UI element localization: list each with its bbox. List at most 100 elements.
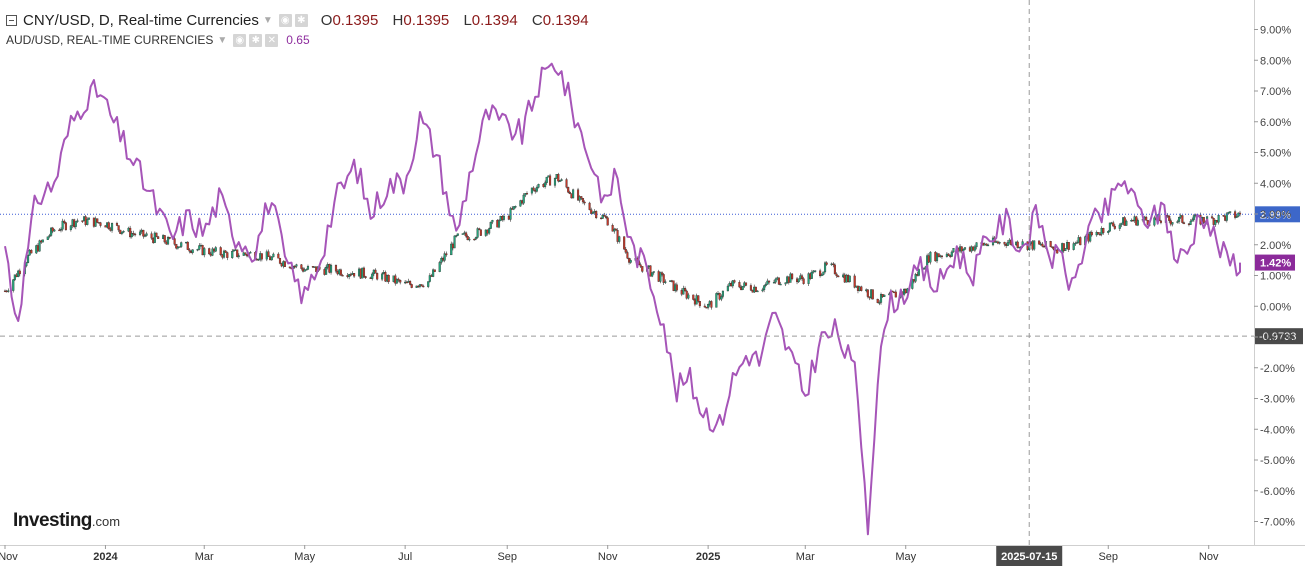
candle-body (433, 269, 436, 272)
candle-body (50, 227, 53, 236)
candle-body (595, 211, 598, 219)
candle-body (929, 251, 932, 263)
candle-body (381, 273, 384, 280)
main-series-title[interactable]: CNY/USD, D, Real-time Currencies (23, 11, 259, 29)
candle-body (371, 273, 374, 279)
last-price-tag (1255, 206, 1300, 223)
candle-body (175, 244, 178, 249)
candle-body (1056, 249, 1059, 254)
candle-body (12, 279, 15, 291)
candle-body (641, 266, 644, 272)
candle-body (130, 233, 133, 238)
candle-body (675, 284, 678, 291)
candle-body (203, 248, 206, 256)
candle-body (544, 182, 547, 187)
candle-body (1051, 246, 1054, 248)
candle-body (59, 229, 63, 231)
candle-body (13, 274, 16, 280)
candle-body (797, 278, 800, 283)
candle-body (224, 250, 227, 253)
candle-body (1181, 215, 1184, 223)
candle-body (303, 269, 306, 272)
candle-body (629, 260, 632, 263)
candle-body (962, 249, 965, 252)
candle-body (588, 202, 591, 210)
x-tick-label: Sep (1098, 551, 1118, 563)
candle-body (134, 233, 137, 236)
candle-body (973, 246, 976, 251)
gear-icon[interactable]: ✱ (249, 33, 263, 47)
candle-body (288, 266, 291, 269)
x-tick-label: Mar (796, 551, 815, 563)
candle-body (963, 247, 967, 250)
candle-body (468, 238, 471, 241)
candle-body (1113, 225, 1116, 229)
candle-body (260, 253, 263, 260)
candle-body (1234, 211, 1237, 218)
gear-icon[interactable]: ✱ (294, 13, 308, 27)
candle-body (741, 286, 744, 290)
y-tick-label: 0.00% (1260, 301, 1291, 313)
candle-body (445, 253, 448, 256)
ohlc-values: O0.1395 H0.1395 L0.1394 C0.1394 (321, 12, 599, 29)
candle-body (399, 280, 402, 283)
candle-body (387, 275, 390, 282)
candle-body (764, 284, 767, 286)
candle-body (150, 233, 153, 239)
candle-body (214, 247, 217, 252)
candle-body (687, 294, 690, 299)
candle-body (476, 228, 479, 238)
caret-down-icon[interactable]: ▼ (262, 14, 273, 26)
candle-body (535, 187, 538, 192)
caret-down-icon[interactable]: ▼ (217, 34, 228, 46)
candle-body (512, 206, 515, 210)
candle-body (814, 270, 817, 272)
candle-body (438, 262, 441, 272)
y-tick-label: -3.00% (1260, 394, 1295, 406)
low-value: 0.1394 (471, 11, 518, 29)
candle-body (168, 237, 171, 239)
crosshair-y-label: -0.9733 (1259, 331, 1296, 343)
x-tick-label: 2025 (696, 551, 720, 563)
logo-suffix: .com (91, 514, 121, 529)
candle-body (639, 264, 642, 267)
candle-body (768, 280, 771, 283)
candle-body (86, 219, 89, 225)
x-tick-label: Nov (1199, 551, 1219, 563)
low-label: L (463, 11, 472, 29)
candle-body (935, 253, 939, 262)
x-tick-label: 2024 (93, 551, 118, 563)
candle-body (703, 305, 706, 308)
candle-body (698, 301, 701, 307)
candle-body (1107, 231, 1110, 233)
candle-body (603, 215, 606, 217)
candle-body (1159, 220, 1163, 223)
candle-body (606, 217, 609, 226)
candle-body (604, 216, 608, 218)
candle-body (277, 253, 280, 259)
candle-body (810, 271, 813, 279)
candle-body (576, 189, 580, 201)
candle-body (917, 269, 920, 276)
eye-icon[interactable]: ◉ (278, 13, 292, 27)
candle-body (46, 236, 49, 240)
y-tick-label: 1.00% (1260, 271, 1291, 283)
candle-body (1120, 222, 1123, 226)
candle-body (488, 228, 491, 234)
candle-body (163, 235, 166, 243)
candle-body (774, 278, 777, 283)
close-icon[interactable]: ✕ (265, 33, 279, 47)
candle-body (649, 265, 652, 277)
candle-body (132, 233, 135, 235)
eye-icon[interactable]: ◉ (233, 33, 247, 47)
candle-body (443, 253, 446, 261)
candle-body (532, 187, 535, 191)
candle-body (180, 242, 183, 247)
candle-body (420, 284, 423, 287)
collapse-legend-icon[interactable] (6, 14, 17, 26)
overlay-series-title[interactable]: AUD/USD, REAL-TIME CURRENCIES (6, 33, 214, 47)
candle-body (692, 294, 695, 300)
candle-body (835, 273, 838, 277)
candle-body (514, 206, 517, 208)
